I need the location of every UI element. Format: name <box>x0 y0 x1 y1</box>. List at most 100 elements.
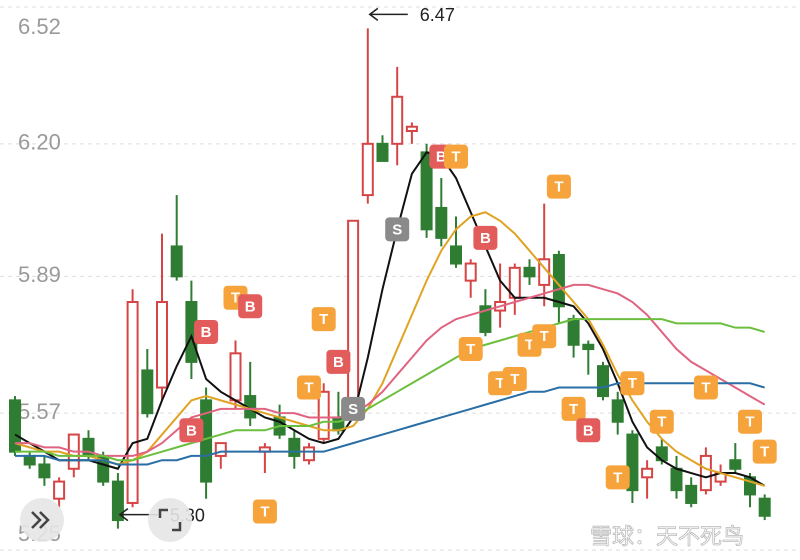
trade-marker-label: T <box>466 341 475 358</box>
candle-body <box>758 497 771 517</box>
candle-body <box>699 454 712 492</box>
candle-body <box>23 454 36 466</box>
expand-button-bg[interactable] <box>20 498 64 542</box>
candle-body <box>479 305 492 333</box>
trade-marker-label: T <box>496 375 505 392</box>
trade-marker <box>194 319 219 344</box>
trade-marker-label: B <box>186 422 197 439</box>
fullscreen-button[interactable] <box>148 498 192 542</box>
candle-body <box>685 484 698 504</box>
trade-marker <box>326 349 351 374</box>
candle-body <box>641 467 654 479</box>
trade-marker-label: T <box>613 469 622 486</box>
trade-marker-label: B <box>201 324 212 341</box>
trade-marker <box>385 217 410 242</box>
trade-marker <box>561 396 586 421</box>
ma-line <box>14 211 765 487</box>
expand-button[interactable] <box>20 498 64 542</box>
y-tick-label: 6.52 <box>18 14 61 39</box>
trade-marker-label: T <box>701 379 710 396</box>
y-tick-label: 5.57 <box>18 399 61 424</box>
candle-body <box>567 318 580 346</box>
trade-marker <box>752 439 777 464</box>
candle-body <box>38 463 51 479</box>
trade-marker <box>502 366 527 391</box>
candle-body <box>303 446 315 462</box>
ma-line <box>14 151 766 487</box>
trade-marker <box>311 307 336 332</box>
ma-line <box>15 318 765 462</box>
trade-marker-label: T <box>554 179 563 196</box>
candle-body <box>141 369 154 415</box>
candle-body <box>670 467 683 492</box>
candle-body <box>435 206 448 239</box>
trade-marker-label: T <box>745 414 754 431</box>
trade-marker <box>576 418 601 443</box>
candle-body <box>53 480 66 500</box>
candle-body <box>538 258 551 286</box>
candle-body <box>450 245 462 265</box>
ma-line <box>15 283 766 457</box>
candle-body <box>361 142 374 197</box>
trade-marker <box>458 337 483 362</box>
trade-marker-label: B <box>245 298 256 315</box>
trade-marker <box>179 418 204 443</box>
candle-body <box>347 219 360 402</box>
trade-marker <box>620 371 645 396</box>
plot: 6.526.205.895.575.25BBTBTTTBSSBTTBTTTTTT… <box>0 5 800 551</box>
annotation-label: 6.47 <box>420 5 455 25</box>
trade-marker <box>238 294 263 319</box>
trade-marker-label: B <box>583 422 594 439</box>
trade-marker-label: T <box>319 311 328 328</box>
candle-body <box>552 253 565 308</box>
trade-marker-label: T <box>304 379 313 396</box>
watermark: 雪球：天不死鸟 <box>590 524 744 549</box>
trade-marker-label: T <box>628 375 637 392</box>
trade-marker-label: B <box>333 354 344 371</box>
trade-marker-label: T <box>657 414 666 431</box>
trade-marker <box>252 499 277 524</box>
trade-marker-label: B <box>480 230 491 247</box>
y-tick-label: 6.20 <box>18 130 61 155</box>
candle-body <box>597 365 609 398</box>
trade-marker <box>444 144 468 169</box>
candle-body <box>729 459 742 470</box>
candle-body <box>626 433 639 492</box>
trade-marker-label: B <box>436 149 447 166</box>
candle-body <box>229 352 242 402</box>
candle-body <box>464 262 477 282</box>
candle-body <box>391 95 404 145</box>
trade-marker-label: T <box>231 290 240 307</box>
trade-marker-label: T <box>260 503 269 520</box>
candle-body <box>582 343 595 351</box>
trade-marker <box>693 375 718 400</box>
candle-body <box>523 266 536 278</box>
fullscreen-button-bg[interactable] <box>148 498 192 542</box>
candle-body <box>170 245 183 278</box>
candle-body <box>126 301 139 504</box>
trade-marker-label: S <box>348 401 358 418</box>
trade-marker <box>473 225 498 250</box>
candle-body <box>214 442 227 457</box>
candle-body <box>405 125 418 132</box>
trade-marker-label: T <box>540 328 549 345</box>
fullscreen-icon <box>158 508 182 532</box>
candle-body <box>611 399 624 423</box>
trade-marker-label: T <box>569 401 578 418</box>
trade-marker-label: T <box>760 444 769 461</box>
trade-marker <box>532 324 557 349</box>
trade-marker <box>297 375 321 400</box>
candle-body <box>376 142 389 162</box>
trade-marker-label: T <box>525 337 534 354</box>
trade-marker <box>605 465 630 490</box>
trade-marker <box>546 174 571 199</box>
trade-marker-label: S <box>392 221 402 238</box>
candle-body <box>111 480 124 522</box>
candle-body <box>288 437 301 457</box>
trade-marker <box>649 409 674 434</box>
trade-marker <box>341 396 366 421</box>
trade-marker <box>738 409 762 434</box>
candle-body <box>317 390 330 440</box>
y-tick-label: 5.89 <box>18 262 61 287</box>
